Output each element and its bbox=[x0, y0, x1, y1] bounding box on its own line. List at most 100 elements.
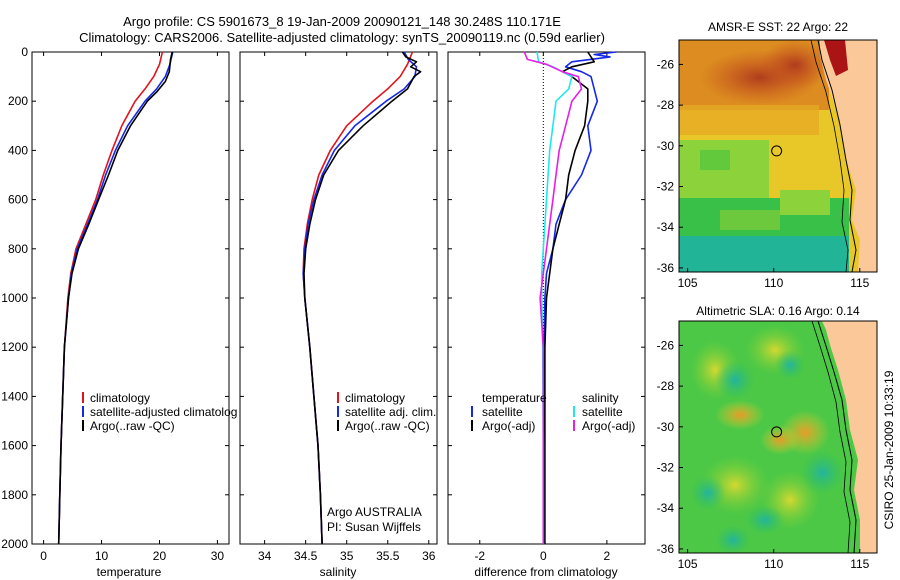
sst-map-image bbox=[679, 40, 877, 272]
series-line-argo-raw-qc- bbox=[303, 51, 422, 545]
difference-axis-ticks: -2 0 2 bbox=[448, 51, 645, 563]
sst-map-frame bbox=[678, 39, 878, 273]
legend-sal-satellite: satellite adj. clim. bbox=[345, 405, 436, 419]
x-tick-label: 36 bbox=[422, 549, 436, 563]
salinity-lines bbox=[302, 51, 422, 545]
temperature-axes-frame bbox=[31, 51, 230, 545]
x-tick-label: 20 bbox=[153, 549, 167, 563]
map-x-tick-label: 105 bbox=[678, 276, 698, 290]
legend-temp-satellite: satellite bbox=[482, 405, 523, 419]
annotation-pi: PI: Susan Wijffels bbox=[327, 520, 421, 534]
sst-argo-marker bbox=[771, 145, 783, 157]
salinity-axes-frame bbox=[239, 51, 438, 545]
map-y-tick-label: -36 bbox=[657, 261, 675, 275]
salinity-xlabel: salinity bbox=[320, 565, 357, 579]
map-y-tick-label: -30 bbox=[657, 420, 675, 434]
x-tick-label: 30 bbox=[211, 549, 225, 563]
salinity-panel: 34 34.5 35 35.5 36 salinity climatology sate… bbox=[239, 51, 438, 579]
y-tick-label: 600 bbox=[8, 193, 28, 207]
legend-mark-sal-satellite bbox=[337, 406, 339, 417]
x-tick-label: 34 bbox=[258, 549, 272, 563]
difference-panel: -2 0 2 difference from climatology tempera… bbox=[447, 51, 646, 579]
sla-map-frame bbox=[678, 320, 878, 554]
map-x-tick-label: 110 bbox=[764, 557, 783, 571]
map-x-tick-label: 115 bbox=[850, 276, 869, 290]
x-tick-label: 0 bbox=[40, 549, 47, 563]
y-tick-label: 1200 bbox=[1, 340, 28, 354]
y-tick-label: 400 bbox=[8, 143, 28, 157]
map-y-tick-label: -28 bbox=[657, 98, 675, 112]
map-y-tick-label: -26 bbox=[657, 57, 675, 71]
sla-argo-marker bbox=[771, 426, 783, 438]
salinity-axis-ticks: 34 34.5 35 35.5 36 bbox=[240, 51, 437, 563]
y-tick-label: 1800 bbox=[1, 488, 28, 502]
sst-map-title: AMSR-E SST: 22 Argo: 22 bbox=[708, 20, 848, 34]
map-y-tick-label: -26 bbox=[657, 338, 675, 352]
x-tick-label: 34.5 bbox=[294, 549, 318, 563]
y-tick-label: 1600 bbox=[1, 439, 28, 453]
legend-mark-climatology bbox=[82, 392, 84, 403]
y-tick-label: 0 bbox=[21, 45, 28, 59]
x-tick-label: 35 bbox=[340, 549, 354, 563]
legend-mark-sal-argo bbox=[337, 420, 339, 431]
side-stamp: CSIRO 25-Jan-2009 10:33:19 bbox=[882, 370, 896, 529]
legend-mark-sal-argo2 bbox=[573, 420, 575, 431]
sla-map-title: Altimetric SLA: 0.16 Argo: 0.14 bbox=[696, 304, 860, 318]
series-line-salinity-argo-adj- bbox=[523, 51, 583, 544]
series-line-temperature-argo-adj- bbox=[544, 51, 596, 544]
legend-mark-temp-satellite bbox=[471, 406, 473, 417]
y-tick-label: 1400 bbox=[1, 389, 28, 403]
sst-map-ticks: 105 110 115 -26 -28 -30 -32 -34 -36 bbox=[657, 57, 870, 290]
legend-sal-argo: Argo(..raw -QC) bbox=[345, 419, 430, 433]
map-y-tick-label: -32 bbox=[657, 180, 675, 194]
annotation-argo-australia: Argo AUSTRALIA bbox=[327, 505, 422, 519]
legend-sal-climatology: climatology bbox=[345, 391, 405, 405]
legend-satellite-adjusted: satellite-adjusted climatolog bbox=[90, 405, 237, 419]
salinity-legend: climatology satellite adj. clim. Argo(..… bbox=[337, 391, 436, 433]
legend-mark-sal-satellite2 bbox=[573, 406, 575, 417]
difference-xlabel: difference from climatology bbox=[474, 565, 617, 579]
y-tick-label: 2000 bbox=[1, 537, 28, 551]
x-tick-label: 35.5 bbox=[376, 549, 400, 563]
map-y-tick-label: -34 bbox=[657, 220, 675, 234]
legend-mark-temp-argo bbox=[471, 420, 473, 431]
legend-sal-satellite2: satellite bbox=[582, 405, 623, 419]
legend-argo: Argo(..raw -QC) bbox=[90, 419, 175, 433]
map-x-tick-label: 105 bbox=[678, 557, 698, 571]
map-y-tick-label: -28 bbox=[657, 379, 675, 393]
map-x-tick-label: 115 bbox=[850, 557, 869, 571]
difference-lines bbox=[523, 51, 617, 544]
legend-sal-argo2: Argo(-adj) bbox=[582, 419, 635, 433]
temperature-lines bbox=[57, 51, 174, 545]
series-line-temperature-satellite bbox=[543, 51, 617, 544]
temperature-legend: climatology satellite-adjusted climatolo… bbox=[82, 391, 237, 433]
difference-legend: temperature satellite Argo(-adj) salinit… bbox=[471, 391, 635, 433]
temperature-xlabel: temperature bbox=[97, 565, 162, 579]
figure-title-line1: Argo profile: CS 5901673_8 19-Jan-2009 2… bbox=[123, 14, 561, 29]
map-y-tick-label: -32 bbox=[657, 461, 675, 475]
legend-mark-argo bbox=[82, 420, 84, 431]
temperature-panel: 0 10 20 30 0 200 400 600 800 1000 1200 1400 1600 1800… bbox=[1, 45, 237, 579]
map-x-tick-label: 110 bbox=[764, 276, 783, 290]
y-tick-label: 800 bbox=[8, 242, 28, 256]
x-tick-label: -2 bbox=[474, 549, 485, 563]
y-tick-label: 200 bbox=[8, 94, 28, 108]
sst-map-panel: AMSR-E SST: 22 Argo: 22 105 110 115 -26 -28 -… bbox=[657, 20, 878, 290]
figure-title-line2: Climatology: CARS2006. Satellite-adjuste… bbox=[79, 30, 605, 45]
legend-temp-argo: Argo(-adj) bbox=[482, 419, 535, 433]
series-line-argo-raw-qc- bbox=[57, 51, 173, 545]
x-tick-label: 2 bbox=[604, 549, 611, 563]
map-y-tick-label: -30 bbox=[657, 139, 675, 153]
legend-temperature-heading: temperature bbox=[482, 391, 547, 405]
sla-map-ticks: 105 110 115 -26 -28 -30 -32 -34 -36 bbox=[657, 338, 870, 571]
legend-mark-satellite-adjusted bbox=[82, 406, 84, 417]
x-tick-label: 10 bbox=[95, 549, 109, 563]
sla-map-image bbox=[679, 321, 877, 553]
legend-mark-sal-climatology bbox=[337, 392, 339, 403]
map-y-tick-label: -34 bbox=[657, 501, 675, 515]
map-y-tick-label: -36 bbox=[657, 542, 675, 556]
legend-salinity-heading: salinity bbox=[582, 391, 619, 405]
sla-map-panel: Altimetric SLA: 0.16 Argo: 0.14 105 110 11… bbox=[657, 304, 878, 571]
x-tick-label: 0 bbox=[540, 549, 547, 563]
